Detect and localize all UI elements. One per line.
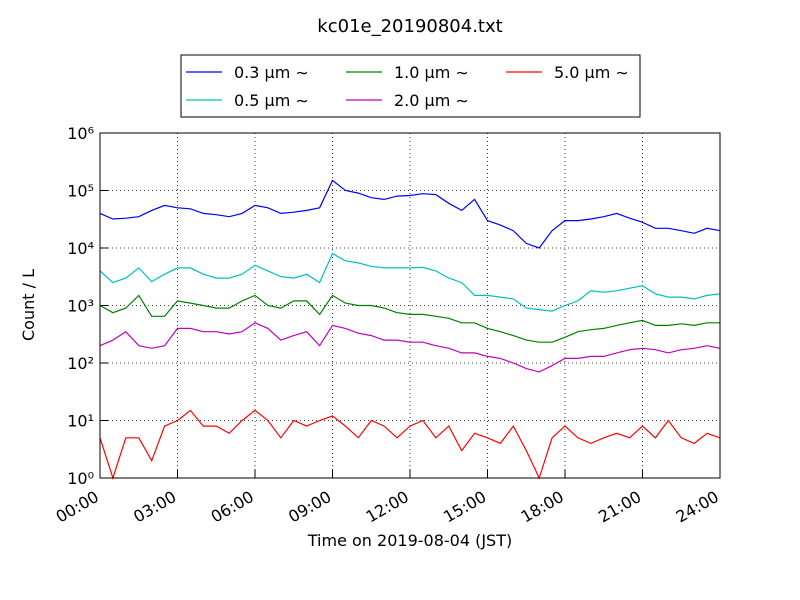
series-line xyxy=(99,179,721,249)
legend-label: 1.0 μm ∼ xyxy=(394,63,469,82)
y-tick-label: 10⁰ xyxy=(67,469,94,488)
legend-label: 2.0 μm ∼ xyxy=(394,91,469,110)
plot-frame xyxy=(99,132,721,479)
legend-label: 5.0 μm ∼ xyxy=(554,63,629,82)
y-axis-label: Count / L xyxy=(19,269,38,341)
chart-title: kc01e_20190804.txt xyxy=(317,16,502,37)
series-line xyxy=(99,409,721,480)
y-tick-label: 10³ xyxy=(67,297,94,316)
y-tick-label: 10⁶ xyxy=(67,124,94,143)
y-tick-label: 10⁴ xyxy=(67,239,94,258)
legend-label: 0.3 μm ∼ xyxy=(234,63,309,82)
series-line xyxy=(99,294,720,343)
y-tick-label: 10² xyxy=(67,354,94,373)
y-tick-label: 10¹ xyxy=(67,412,94,431)
legend-box xyxy=(180,54,641,118)
series-line xyxy=(99,322,721,373)
series-line xyxy=(99,252,721,312)
y-tick-label: 10⁵ xyxy=(67,182,94,201)
legend-label: 0.5 μm ∼ xyxy=(234,91,309,110)
x-axis-label: Time on 2019-08-04 (JST) xyxy=(307,531,512,550)
